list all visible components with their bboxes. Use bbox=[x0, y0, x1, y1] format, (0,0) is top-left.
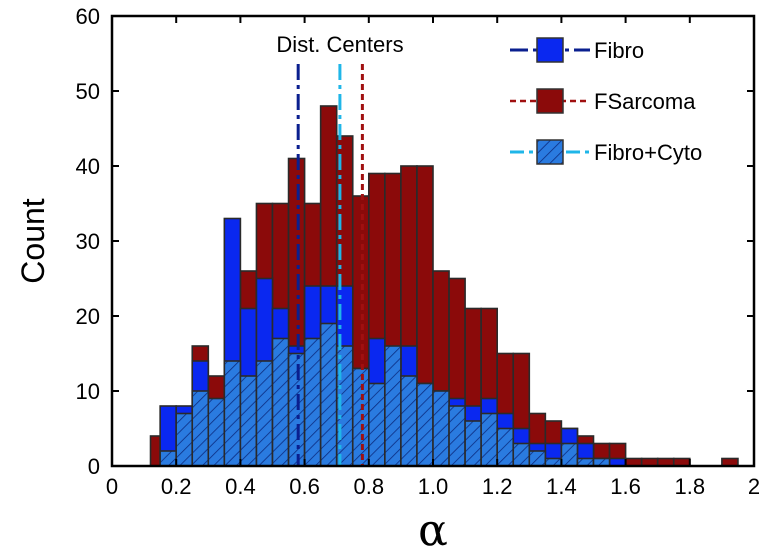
bar-fibro-cyto-3 bbox=[207, 397, 226, 467]
bar-fibro-cyto-10 bbox=[319, 322, 338, 467]
bar-fibro-cyto-1 bbox=[175, 412, 194, 467]
legend-item-fsarcoma: FSarcoma bbox=[510, 88, 696, 114]
y-tick-label: 50 bbox=[76, 79, 100, 104]
x-tick-label: 1.2 bbox=[482, 474, 513, 499]
legend-label-fibro: Fibro bbox=[594, 38, 644, 63]
bar-fibro-cyto-7 bbox=[271, 337, 290, 467]
x-tick-label: 1.6 bbox=[610, 474, 641, 499]
x-tick-label: 0.6 bbox=[289, 474, 320, 499]
bar-fibro-cyto-16 bbox=[416, 382, 434, 467]
legend-label-fsarcoma: FSarcoma bbox=[594, 89, 696, 114]
annotation-dist-centers: Dist. Centers bbox=[276, 32, 403, 57]
bar-fibro-cyto-6 bbox=[255, 360, 274, 467]
bar-fibro-cyto-13 bbox=[367, 382, 386, 467]
x-tick-label: 0.2 bbox=[161, 474, 192, 499]
bar-fibro-cyto-22 bbox=[512, 442, 531, 467]
legend-item-fibro: Fibro bbox=[510, 37, 644, 63]
ticks-layer: 0 0.2 0.4 0.6 0.8 1.0 1.2 1.4 1.6 1.8 201020304050… bbox=[76, 4, 761, 499]
y-tick-label: 20 bbox=[76, 304, 100, 329]
y-tick-label: 10 bbox=[76, 379, 100, 404]
center-lines-layer bbox=[296, 64, 364, 466]
legend-swatch-fsarcoma bbox=[536, 88, 564, 114]
bar-fibro-cyto-12 bbox=[351, 367, 370, 467]
y-tick-label: 40 bbox=[76, 154, 100, 179]
y-tick-label: 60 bbox=[76, 4, 100, 29]
bar-fibro-cyto-8 bbox=[287, 352, 306, 467]
x-tick-label: 2 bbox=[748, 474, 760, 499]
legend-label-fibro-cyto: Fibro+Cyto bbox=[594, 140, 702, 165]
y-axis-label: Count bbox=[15, 198, 51, 284]
bar-fibro-cyto-15 bbox=[400, 375, 418, 467]
x-tick-label: 1.8 bbox=[675, 474, 706, 499]
bar-fibro-cyto-25 bbox=[560, 442, 579, 467]
bar-fibro-cyto-17 bbox=[432, 390, 450, 467]
x-tick-label: 0.8 bbox=[354, 474, 385, 499]
bar-fibro-cyto-5 bbox=[239, 375, 258, 467]
y-tick-label: 0 bbox=[88, 454, 100, 479]
bar-fibro-cyto-21 bbox=[496, 427, 515, 467]
x-tick-label: 1.4 bbox=[546, 474, 577, 499]
bar-fibro-cyto-0 bbox=[159, 450, 177, 467]
legend: Fibro FSarcoma Fibro+Cyto bbox=[510, 37, 702, 165]
bars-layer bbox=[149, 105, 739, 467]
bar-fibro-cyto-9 bbox=[303, 337, 322, 467]
y-tick-label: 30 bbox=[76, 229, 100, 254]
bar-fibro-cyto-2 bbox=[191, 390, 210, 467]
bar-fibro-cyto-4 bbox=[223, 360, 242, 467]
legend-swatch-fibro-cyto bbox=[536, 139, 564, 165]
x-tick-label: 1.0 bbox=[418, 474, 449, 499]
x-axis-label: α bbox=[418, 505, 448, 556]
bar-fsarcoma-0 bbox=[149, 435, 161, 467]
bar-fibro-cyto-23 bbox=[528, 450, 547, 467]
legend-item-fibro-cyto: Fibro+Cyto bbox=[510, 139, 702, 165]
bar-fibro-cyto-14 bbox=[384, 345, 402, 467]
legend-swatch-fibro bbox=[536, 37, 564, 63]
bar-fibro-cyto-19 bbox=[464, 420, 482, 467]
x-tick-label: 0 bbox=[106, 474, 118, 499]
x-tick-label: 0.4 bbox=[225, 474, 256, 499]
bar-fibro-cyto-18 bbox=[448, 405, 466, 467]
bar-fibro-cyto-20 bbox=[480, 412, 498, 467]
